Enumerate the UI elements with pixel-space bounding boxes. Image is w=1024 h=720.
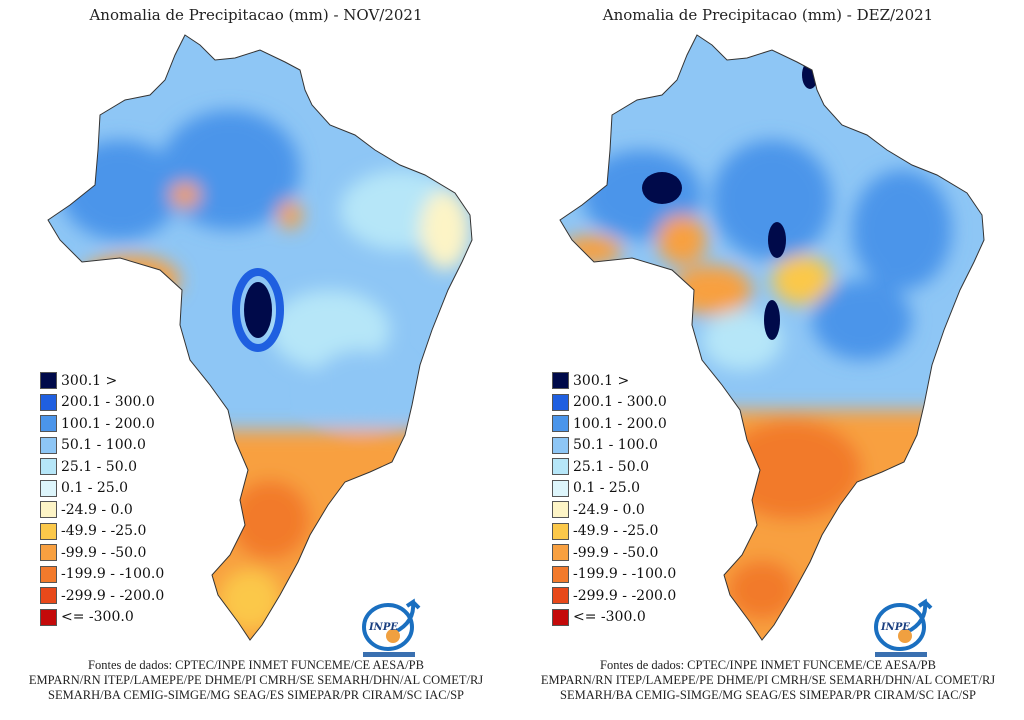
legend-label: 100.1 - 200.0 — [61, 415, 155, 432]
legend-swatch — [40, 544, 57, 562]
legend-label: -99.9 - -50.0 — [61, 544, 147, 561]
map-title: Anomalia de Precipitacao (mm) - DEZ/2021 — [602, 6, 934, 24]
legend-label: 0.1 - 25.0 — [61, 480, 129, 497]
legend-item: -49.9 - -25.0 — [40, 521, 164, 543]
legend-item: -199.9 - -100.0 — [40, 564, 164, 586]
legend-label: -99.9 - -50.0 — [573, 544, 659, 561]
footer-line: Fontes de dados: CPTEC/INPE INMET FUNCEM… — [600, 658, 936, 672]
legend-item: <= -300.0 — [552, 607, 676, 629]
footer-line: Fontes de dados: CPTEC/INPE INMET FUNCEM… — [88, 658, 424, 672]
country-border — [559, 34, 985, 641]
legend-swatch — [40, 393, 57, 411]
legend-swatch — [552, 608, 569, 626]
legend-label: <= -300.0 — [573, 609, 646, 626]
legend-item: 50.1 - 100.0 — [40, 435, 164, 457]
legend-label: -49.9 - -25.0 — [573, 523, 659, 540]
legend-swatch — [40, 565, 57, 583]
legend-label: -49.9 - -25.0 — [61, 523, 147, 540]
legend-item: 0.1 - 25.0 — [40, 478, 164, 500]
legend-label: <= -300.0 — [61, 609, 134, 626]
legend-swatch — [552, 479, 569, 497]
map-panel-dez-2021: Anomalia de Precipitacao (mm) - DEZ/2021 — [512, 0, 1024, 720]
legend-item: -24.9 - 0.0 — [40, 499, 164, 521]
footer-line: EMPARN/RN ITEP/LAMEPE/PE DHME/PI CMRH/SE… — [540, 673, 996, 687]
legend-label: 25.1 - 50.0 — [61, 458, 137, 475]
legend-label: -299.9 - -200.0 — [61, 587, 165, 604]
legend-label: -24.9 - 0.0 — [573, 501, 645, 518]
legend-label: 300.1 > — [61, 372, 118, 389]
legend-swatch — [552, 415, 569, 433]
legend-item: 0.1 - 25.0 — [552, 478, 676, 500]
legend-label: 200.1 - 300.0 — [573, 394, 667, 411]
legend-label: 25.1 - 50.0 — [573, 458, 649, 475]
legend-item: 200.1 - 300.0 — [552, 392, 676, 414]
legend-label: 50.1 - 100.0 — [573, 437, 658, 454]
legend-item: -24.9 - 0.0 — [552, 499, 676, 521]
legend-item: 300.1 > — [552, 370, 676, 392]
legend-label: 200.1 - 300.0 — [61, 394, 155, 411]
legend-item: -199.9 - -100.0 — [552, 564, 676, 586]
legend-label: 100.1 - 200.0 — [573, 415, 667, 432]
inpe-logo: INPE — [355, 592, 425, 662]
legend-swatch — [40, 458, 57, 476]
legend-item: 200.1 - 300.0 — [40, 392, 164, 414]
legend-swatch — [40, 415, 57, 433]
legend-swatch — [552, 458, 569, 476]
legend-item: -299.9 - -200.0 — [40, 585, 164, 607]
legend: 300.1 > 200.1 - 300.0 100.1 - 200.0 50.1 - … — [40, 370, 164, 628]
legend-swatch — [552, 501, 569, 519]
legend-swatch — [40, 608, 57, 626]
legend-item: 100.1 - 200.0 — [552, 413, 676, 435]
legend-item: -49.9 - -25.0 — [552, 521, 676, 543]
legend-label: -199.9 - -100.0 — [61, 566, 165, 583]
data-sources-footer: Fontes de dados: CPTEC/INPE INMET FUNCEM… — [0, 658, 512, 703]
footer-line: SEMARH/BA CEMIG-SIMGE/MG SEAG/ES SIMEPAR… — [48, 688, 464, 702]
legend-swatch — [40, 501, 57, 519]
legend-swatch — [552, 372, 569, 390]
precipitation-anomaly-map — [559, 34, 985, 641]
country-border — [47, 34, 473, 641]
legend-swatch — [552, 544, 569, 562]
legend-swatch — [40, 479, 57, 497]
map-title: Anomalia de Precipitacao (mm) - NOV/2021 — [89, 6, 423, 24]
legend-swatch — [552, 522, 569, 540]
legend-swatch — [552, 565, 569, 583]
legend-item: 50.1 - 100.0 — [552, 435, 676, 457]
legend-item: 300.1 > — [40, 370, 164, 392]
svg-text:INPE: INPE — [880, 622, 910, 633]
legend-label: -24.9 - 0.0 — [61, 501, 133, 518]
svg-text:INPE: INPE — [368, 622, 398, 633]
precipitation-anomaly-map — [47, 34, 473, 641]
legend-label: 50.1 - 100.0 — [61, 437, 146, 454]
legend-swatch — [40, 587, 57, 605]
map-panel-nov-2021: Anomalia de Precipitacao (mm) - NOV/2021 — [0, 6, 512, 703]
data-sources-footer: Fontes de dados: CPTEC/INPE INMET FUNCEM… — [512, 658, 1024, 703]
legend-swatch — [552, 587, 569, 605]
inpe-logo: INPE — [867, 592, 937, 662]
legend-item: 25.1 - 50.0 — [40, 456, 164, 478]
legend-item: -99.9 - -50.0 — [552, 542, 676, 564]
legend-swatch — [40, 522, 57, 540]
legend-label: -299.9 - -200.0 — [573, 587, 677, 604]
legend-item: 25.1 - 50.0 — [552, 456, 676, 478]
legend-swatch — [552, 436, 569, 454]
footer-line: SEMARH/BA CEMIG-SIMGE/MG SEAG/ES SIMEPAR… — [560, 688, 976, 702]
legend-item: -99.9 - -50.0 — [40, 542, 164, 564]
legend: 300.1 > 200.1 - 300.0 100.1 - 200.0 50.1 - … — [552, 370, 676, 628]
legend-item: 100.1 - 200.0 — [40, 413, 164, 435]
footer-line: EMPARN/RN ITEP/LAMEPE/PE DHME/PI CMRH/SE… — [28, 673, 484, 687]
legend-item: -299.9 - -200.0 — [552, 585, 676, 607]
legend-label: 300.1 > — [573, 372, 630, 389]
legend-swatch — [40, 372, 57, 390]
legend-label: -199.9 - -100.0 — [573, 566, 677, 583]
legend-swatch — [552, 393, 569, 411]
legend-item: <= -300.0 — [40, 607, 164, 629]
legend-swatch — [40, 436, 57, 454]
legend-label: 0.1 - 25.0 — [573, 480, 641, 497]
